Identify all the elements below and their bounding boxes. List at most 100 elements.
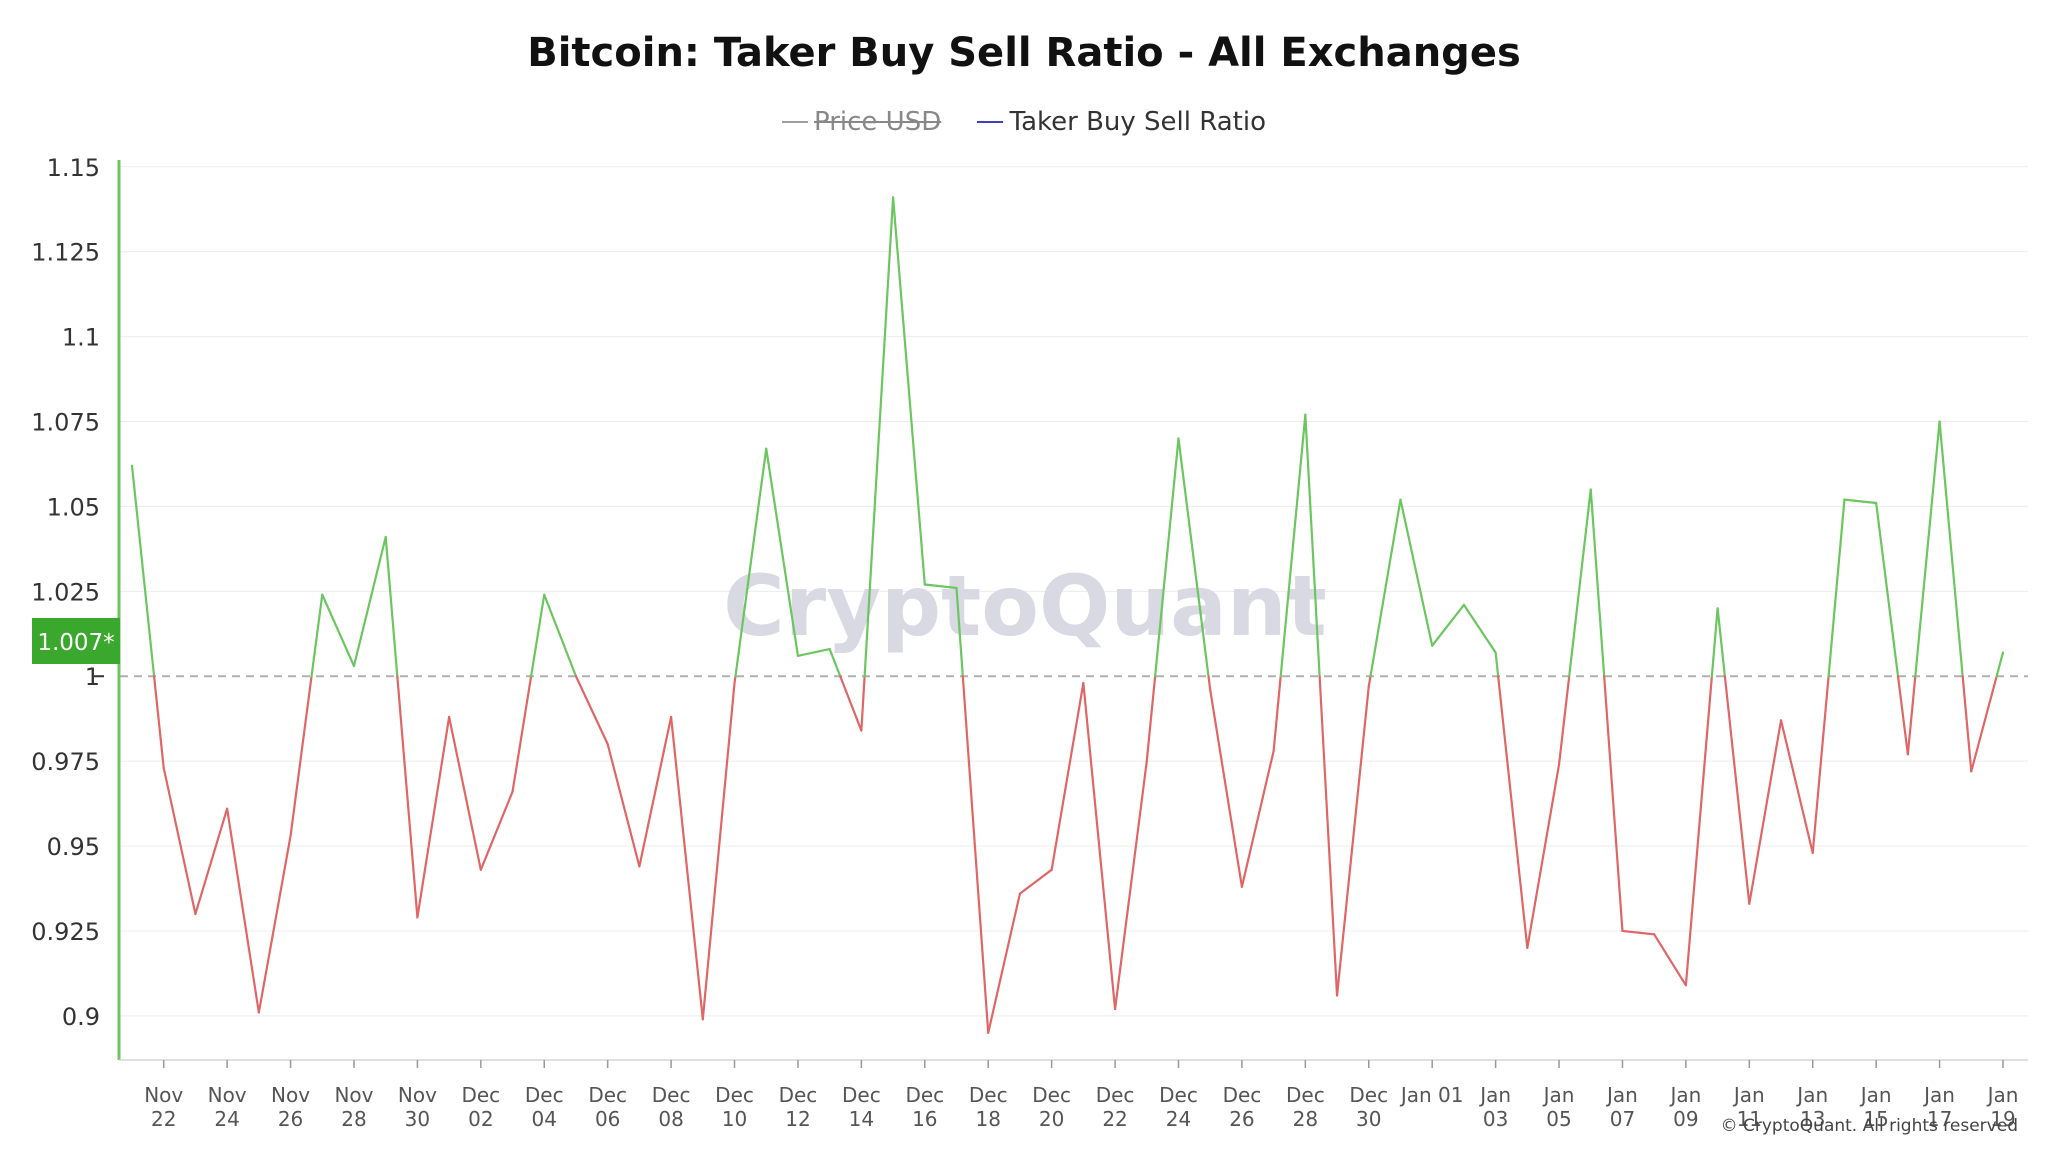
series-line-segment — [1827, 498, 1846, 678]
x-tick-label-line2: 22 — [1102, 1107, 1127, 1131]
series-line-segment — [1177, 437, 1210, 678]
series-line-segment — [1240, 749, 1275, 888]
series-line-segment — [1603, 675, 1624, 933]
series-line-segment — [1279, 413, 1307, 678]
x-tick-label-line2: 03 — [1483, 1107, 1508, 1131]
series-line-segment — [416, 715, 451, 919]
series-line-segment — [955, 586, 964, 678]
series-line-segment — [863, 196, 895, 678]
series-line-segment — [1653, 933, 1687, 987]
series-line-segment — [1369, 498, 1402, 678]
legend-item-taker-buy-sell-ratio[interactable]: Taker Buy Sell Ratio — [977, 107, 1266, 137]
watermark: CryptoQuant — [723, 557, 1327, 655]
x-tick-label-line1: Dec — [1096, 1083, 1135, 1107]
x-tick-label-line2: 26 — [1229, 1107, 1254, 1131]
series-line-segment — [1557, 675, 1571, 766]
series-line-segment — [1367, 675, 1372, 688]
series-line-segment — [152, 675, 165, 770]
x-tick-label-line2: 12 — [785, 1107, 810, 1131]
series-line-segment — [1494, 651, 1500, 678]
series-line-segment — [574, 675, 609, 746]
series-line-segment — [162, 766, 197, 916]
y-tick-label: 1 — [85, 663, 100, 691]
x-tick-label-line2: 05 — [1546, 1107, 1571, 1131]
x-tick-label-line2: 02 — [468, 1107, 493, 1131]
x-tick-label-line1: Dec — [1159, 1083, 1198, 1107]
current-value-text: 1.007* — [37, 630, 114, 656]
series-line-segment — [1462, 603, 1497, 654]
series-line-segment — [1970, 675, 1998, 773]
x-tick-label-line1: Dec — [461, 1083, 500, 1107]
series-line-segment — [1716, 607, 1726, 678]
series-line-segment — [1207, 675, 1212, 691]
y-tick-label: 0.975 — [31, 748, 100, 776]
x-tick-label-line1: Dec — [969, 1083, 1008, 1107]
series-line-segment — [384, 535, 399, 678]
series-line-segment — [1906, 675, 1917, 756]
series-line-segment — [1843, 498, 1878, 505]
y-tick-label: 1.025 — [31, 578, 100, 606]
y-tick-label: 0.9 — [62, 1003, 100, 1031]
series-line-segment — [1497, 675, 1529, 950]
series-line-segment — [1272, 675, 1282, 753]
series-line-segment — [961, 675, 990, 1034]
series-line-segment — [1335, 685, 1370, 997]
series-line-segment — [1082, 681, 1117, 1011]
series-line-segment — [701, 681, 736, 1021]
series-line-segment — [1050, 681, 1085, 871]
x-tick-label-line1: Dec — [842, 1083, 881, 1107]
y-tick-label: 1.075 — [31, 409, 100, 437]
x-tick-label-line1: Dec — [588, 1083, 627, 1107]
series-line-segment — [1779, 719, 1814, 854]
x-tick-label-line2: 14 — [849, 1107, 874, 1131]
series-taker-buy-sell-ratio — [130, 196, 2005, 1034]
x-tick-label-line2: 30 — [405, 1107, 430, 1131]
series-line-segment — [891, 196, 926, 586]
series-line-segment — [1399, 498, 1434, 647]
series-line-segment — [1113, 760, 1148, 1011]
series-line-segment — [1748, 719, 1783, 905]
series-line-segment — [923, 583, 958, 590]
x-tick-label-line1: Nov — [334, 1083, 373, 1107]
x-tick-label-line1: Dec — [905, 1083, 944, 1107]
series-line-segment — [1914, 420, 1941, 678]
x-tick-label-line2: 28 — [1293, 1107, 1318, 1131]
x-tick-label-line1: Nov — [144, 1083, 183, 1107]
x-tick-label-line1: Jan — [1859, 1083, 1892, 1107]
x-tick-label-line2: 24 — [214, 1107, 239, 1131]
y-tick-label: 1.125 — [31, 239, 100, 267]
x-tick-label-line1: Jan — [1986, 1083, 2019, 1107]
x-axis-ticks: Nov22Nov24Nov26Nov28Nov30Dec02Dec04Dec06… — [144, 1060, 2018, 1131]
series-line-segment — [530, 593, 546, 678]
legend-swatch-price-usd — [781, 121, 808, 123]
chart-title: Bitcoin: Taker Buy Sell Ratio - All Exch… — [527, 30, 1521, 76]
x-tick-label-line2: 20 — [1039, 1107, 1064, 1131]
series-line-segment — [987, 892, 1022, 1034]
x-tick-label-line1: Dec — [1286, 1083, 1325, 1107]
y-tick-label: 1.1 — [62, 324, 100, 352]
x-tick-label-line2: 17 — [1927, 1107, 1952, 1131]
y-tick-label: 1.05 — [47, 493, 100, 521]
series-line-segment — [670, 715, 704, 1021]
x-tick-label-line2: 16 — [912, 1107, 937, 1131]
x-tick-label-line2: 26 — [278, 1107, 303, 1131]
series-line-segment — [352, 535, 387, 668]
x-tick-label-line1: Dec — [715, 1083, 754, 1107]
x-tick-label-line2: 18 — [975, 1107, 1000, 1131]
series-line-segment — [511, 675, 533, 793]
x-tick-label-line2: 09 — [1673, 1107, 1698, 1131]
x-tick-label-line2: 22 — [151, 1107, 176, 1131]
x-tick-label-line2: 08 — [658, 1107, 683, 1131]
legend-item-price-usd[interactable]: Price USD — [781, 107, 941, 137]
x-tick-label-line2: 19 — [1990, 1107, 2015, 1131]
x-tick-label-line2: 06 — [595, 1107, 620, 1131]
series-line-segment — [839, 675, 863, 732]
series-line-segment — [130, 464, 156, 678]
x-tick-label-line1: Dec — [525, 1083, 564, 1107]
series-line-segment — [638, 715, 673, 868]
y-tick-label: 0.95 — [47, 833, 100, 861]
current-value-badge — [32, 618, 120, 664]
series-line-segment — [1209, 688, 1244, 888]
series-line-segment — [1304, 413, 1321, 678]
